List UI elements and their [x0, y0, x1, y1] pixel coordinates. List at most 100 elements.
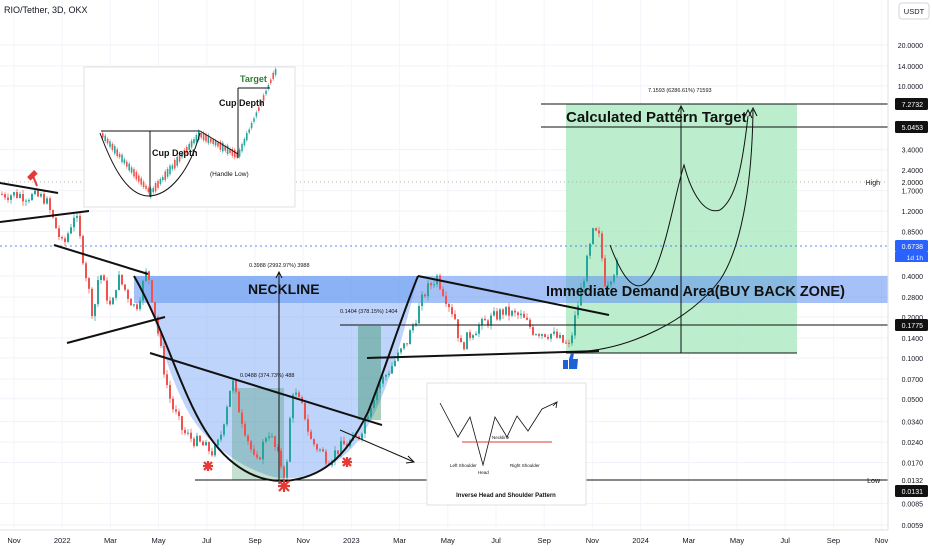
candle-body [91, 288, 93, 317]
candle-body [190, 432, 192, 439]
inset-candle-body [123, 159, 126, 164]
candle-body [94, 304, 96, 317]
time-axis-label: Nov [875, 536, 889, 545]
candle-body [196, 435, 198, 446]
candle-body [4, 194, 6, 198]
candle-body [40, 193, 42, 197]
candle-body [262, 441, 264, 460]
head-marker [278, 480, 290, 492]
price-axis-label: 0.0240 [902, 440, 924, 447]
candle-body [508, 306, 510, 316]
inset-candle-body [178, 155, 181, 162]
cup-fill [134, 276, 418, 479]
price-axis-bg[interactable] [888, 0, 932, 550]
inset-candle-body [140, 178, 142, 185]
candle-body [466, 332, 468, 350]
time-axis[interactable]: Nov 2022 Mar May Jul Sep Nov 2023 Mar May Jul Sep No… [7, 536, 888, 545]
inset-target-label: Target [240, 74, 267, 84]
candle-body [460, 337, 462, 343]
currency-button[interactable] [898, 2, 930, 20]
inset-candle-body [130, 167, 133, 173]
candle-body [277, 446, 279, 451]
candle-body [124, 284, 126, 290]
candle-body [337, 450, 339, 455]
candle-body [268, 436, 270, 439]
candle-body [361, 433, 363, 440]
time-axis-label: Mar [104, 536, 117, 545]
time-axis-label: Sep [827, 536, 840, 545]
time-axis-label: 2023 [343, 536, 360, 545]
inset-candle-body [241, 144, 243, 152]
candle-body [274, 436, 276, 447]
candle-body [514, 310, 516, 313]
candle-body [121, 274, 123, 285]
time-axis-label: May [441, 536, 455, 545]
candle-body [595, 228, 597, 231]
price-tag [895, 319, 928, 331]
candle-body [334, 450, 336, 462]
inset-candle-body [217, 142, 219, 147]
inset-cup-depth-left: Cup Depth [152, 148, 198, 158]
inset-candle-body [106, 138, 109, 144]
candle-body [118, 274, 120, 290]
candle-body [442, 289, 444, 296]
candle-body [481, 318, 483, 326]
candle-body [421, 294, 423, 306]
candle-body [247, 435, 249, 442]
candle-body [430, 283, 432, 286]
time-axis-label: Jul [202, 536, 212, 545]
demand-zone [134, 276, 891, 303]
inset-candle-body [181, 153, 183, 158]
candle-body [385, 375, 387, 377]
candle-body [100, 275, 102, 281]
low-label: Low [867, 478, 881, 485]
candle-body [211, 451, 213, 456]
thumbs-up-icon [563, 353, 578, 369]
candle-body [463, 342, 465, 350]
inset-candle-body [171, 165, 174, 169]
currency-button-label[interactable]: USDT [904, 7, 925, 16]
candle-body [133, 304, 135, 306]
candle-body [538, 334, 540, 336]
candle-body [19, 194, 21, 198]
high-label: High [866, 180, 881, 187]
time-axis-label: Sep [538, 536, 551, 545]
candle-body [592, 228, 594, 244]
candle-body [187, 432, 189, 434]
inset-handle-low: (Handle Low) [210, 171, 249, 178]
candle-body [472, 335, 474, 338]
time-axis-label: Jul [780, 536, 790, 545]
candle-body [448, 303, 450, 308]
symbol-title: RIO/Tether, 3D, OKX [4, 5, 88, 15]
descending-line [149, 352, 383, 426]
bottom-markers [203, 457, 352, 492]
candle-body [112, 297, 114, 305]
projection-curves [573, 106, 758, 353]
right-shoulder-marker [342, 457, 352, 467]
candle-body [229, 390, 231, 407]
inset-candle-body [265, 90, 267, 95]
inset-candle-body [243, 139, 246, 146]
inset-candle-body [104, 135, 106, 141]
candle-body [424, 294, 426, 297]
inset-candle-body [102, 133, 104, 138]
candle-body [22, 194, 24, 202]
price-axis[interactable]: 20.0000 14.0000 10.0000 7.2732 5.0453 3.4000 2… [895, 43, 928, 530]
pattern-target-label: Calculated Pattern Target [566, 109, 747, 126]
inset-candle-body [111, 143, 114, 150]
candle-body [193, 438, 195, 446]
candle-body [451, 307, 453, 315]
trend-lines [0, 182, 610, 483]
inset-candle-body [190, 140, 193, 148]
candle-body [139, 300, 141, 310]
candle-body [13, 192, 15, 196]
candle-body [415, 323, 417, 325]
candle-body [136, 304, 138, 310]
candle-body [325, 451, 327, 464]
candle-body [178, 411, 180, 417]
inset-candle-body [135, 172, 138, 180]
inset-candle-body [270, 79, 272, 84]
inset-candle-body [142, 181, 145, 188]
candle-body [535, 334, 537, 336]
